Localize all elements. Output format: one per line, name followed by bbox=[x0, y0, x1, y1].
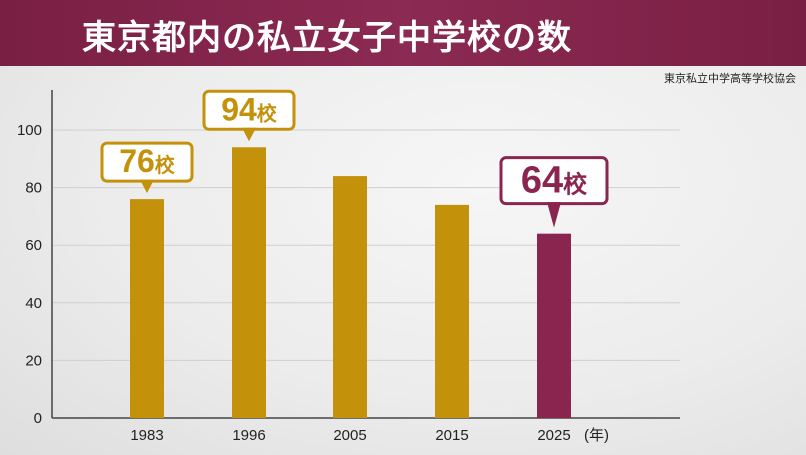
y-tick-label: 60 bbox=[25, 237, 42, 254]
y-tick-label: 20 bbox=[25, 352, 42, 369]
title-bar: 東京都内の私立女子中学校の数 bbox=[0, 0, 806, 66]
x-axis-unit: (年) bbox=[584, 427, 609, 444]
bar-2005 bbox=[333, 176, 367, 418]
y-tick-label: 80 bbox=[25, 180, 42, 197]
callout-pointer bbox=[242, 127, 256, 142]
y-tick-label: 0 bbox=[34, 410, 42, 427]
callout-label: 64校 bbox=[521, 160, 588, 202]
bar-2015 bbox=[435, 204, 469, 418]
x-tick-label: 1996 bbox=[232, 427, 265, 444]
callout-64校: 64校 bbox=[499, 156, 609, 228]
x-tick-label: 2005 bbox=[333, 427, 366, 444]
bar-1996 bbox=[232, 147, 266, 418]
x-tick-label: 2015 bbox=[435, 427, 468, 444]
callout-pointer bbox=[140, 179, 154, 194]
callout-pointer bbox=[547, 202, 561, 228]
callout-94校: 94校 bbox=[202, 89, 296, 142]
callout-label: 76校 bbox=[119, 143, 176, 179]
bar-2025 bbox=[537, 233, 571, 418]
x-tick-labels: 1983 1996 2005 2015 2025 bbox=[130, 427, 570, 444]
page-title: 東京都内の私立女子中学校の数 bbox=[82, 18, 572, 58]
y-tick-label: 40 bbox=[25, 295, 42, 312]
y-tick-label: 100 bbox=[17, 122, 42, 139]
callouts: 76校 94校 64校 bbox=[100, 89, 609, 228]
x-tick-label: 2025 bbox=[537, 427, 570, 444]
bar-1983 bbox=[130, 199, 164, 418]
bars bbox=[130, 147, 571, 418]
source-credit: 東京私立中学高等学校協会 bbox=[664, 72, 796, 85]
callout-76校: 76校 bbox=[100, 141, 194, 194]
x-tick-label: 1983 bbox=[130, 427, 163, 444]
callout-label: 94校 bbox=[221, 91, 278, 127]
y-tick-labels: 0 20 40 60 80 100 bbox=[17, 122, 42, 427]
